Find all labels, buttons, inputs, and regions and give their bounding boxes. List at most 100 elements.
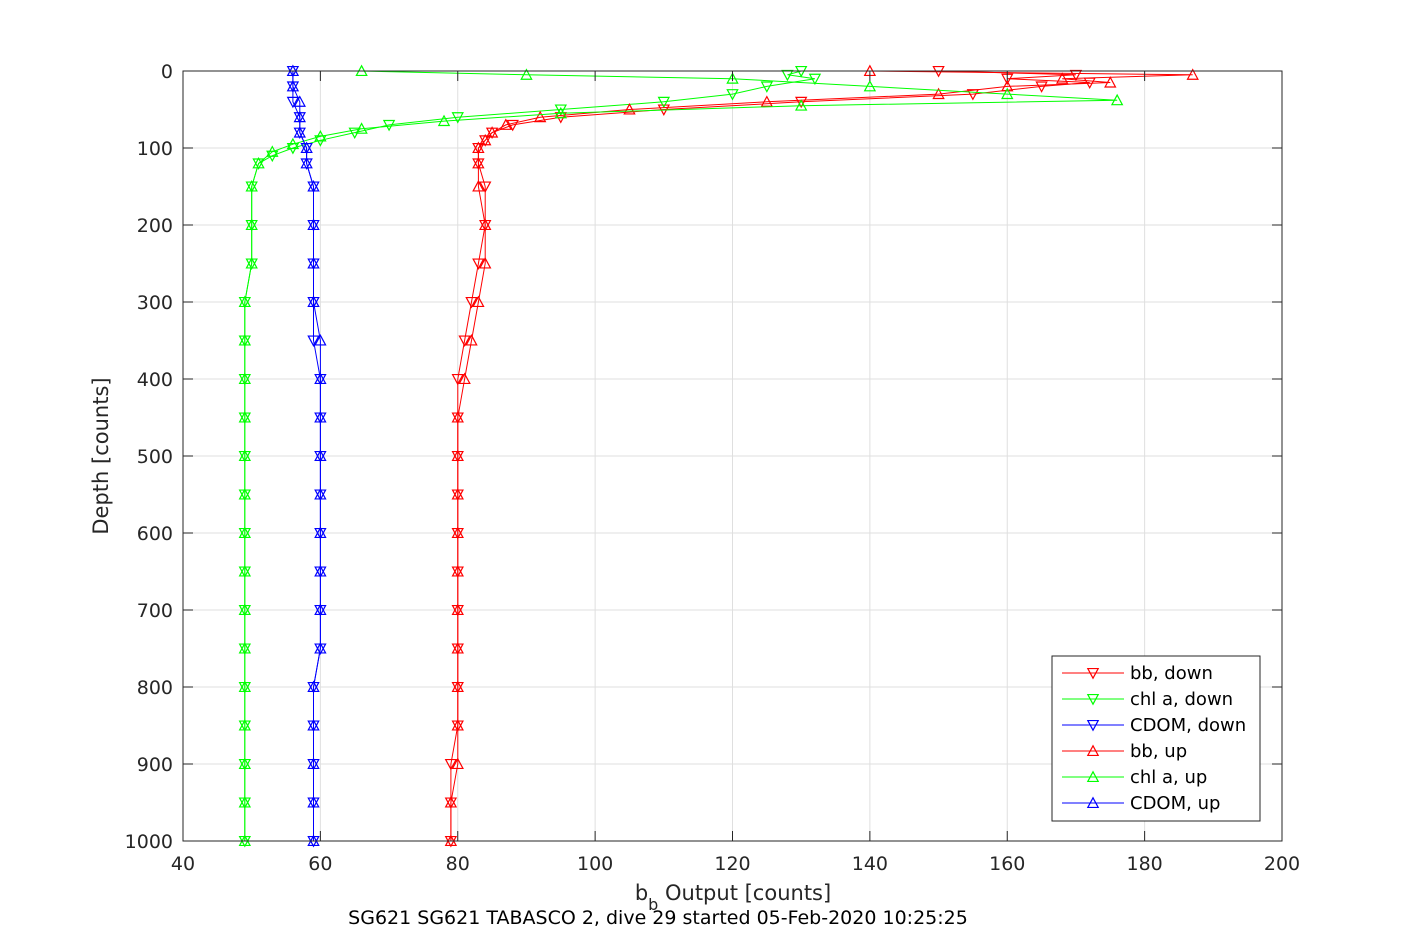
y-tick-label: 600: [137, 523, 173, 545]
series-cdom-up: [286, 64, 327, 847]
legend-item: CDOM, up: [1062, 793, 1220, 814]
data-point: [293, 95, 306, 107]
axis-ticks: 40 60 80 100 120 140 160 180 200 0 100 200 300 400 500…: [125, 61, 1300, 875]
data-point: [437, 114, 451, 127]
data-point: [238, 372, 252, 385]
data-point: [238, 719, 252, 731]
legend-box: [1051, 655, 1261, 822]
data-point: [238, 796, 252, 808]
data-point: [245, 218, 258, 231]
legend-label: CDOM, up: [1130, 793, 1220, 814]
data-point: [479, 257, 492, 269]
y-tick-label: 1000: [125, 831, 173, 853]
data-point: [554, 106, 567, 119]
x-axis-label: bb Output [counts]: [635, 881, 831, 914]
data-point: [252, 156, 265, 169]
legend-item: bb, up: [1062, 741, 1187, 762]
data-point: [307, 757, 320, 770]
legend-label: CDOM, down: [1130, 715, 1246, 736]
data-point: [472, 295, 485, 308]
data-point: [238, 411, 252, 423]
data-point: [966, 89, 980, 101]
y-tick-label: 0: [161, 61, 173, 83]
data-point: [314, 488, 327, 500]
data-point: [245, 180, 258, 192]
data-point: [238, 295, 252, 308]
data-point: [1001, 87, 1014, 100]
data-point: [554, 104, 567, 116]
legend-marker: [1086, 693, 1100, 706]
data-point: [451, 757, 464, 770]
data-point: [238, 603, 252, 616]
x-tick-label: 40: [171, 853, 195, 875]
data-point: [307, 335, 320, 347]
data-point: [794, 96, 808, 109]
data-point: [245, 257, 258, 269]
data-point: [472, 141, 485, 154]
data-point: [314, 449, 327, 462]
data-point: [314, 129, 327, 142]
data-point: [314, 642, 327, 654]
data-point: [533, 110, 547, 123]
data-point: [808, 73, 822, 86]
x-tick-label: 180: [1126, 853, 1162, 875]
data-point: [760, 81, 774, 93]
data-point: [238, 449, 252, 462]
y-tick-label: 700: [137, 600, 173, 622]
legend-marker: [1086, 770, 1100, 783]
data-point: [314, 565, 327, 577]
data-point: [451, 488, 464, 500]
data-point: [465, 296, 478, 309]
data-point: [314, 334, 327, 346]
data-point: [1001, 79, 1014, 92]
data-point: [300, 141, 313, 154]
data-point: [1069, 69, 1083, 82]
legend-label: chl a, up: [1130, 767, 1207, 788]
data-point: [293, 110, 306, 123]
data-point: [451, 642, 464, 654]
data-point: [238, 757, 252, 770]
x-tick-label: 100: [577, 853, 613, 875]
legend-item: CDOM, down: [1062, 715, 1246, 736]
data-point: [863, 79, 877, 92]
data-point: [307, 680, 320, 693]
data-point: [1104, 76, 1117, 88]
legend-marker: [1086, 719, 1100, 732]
data-point: [479, 218, 492, 231]
data-point: [286, 137, 300, 150]
data-point: [238, 680, 252, 693]
data-point: [794, 99, 808, 111]
data-point: [479, 133, 492, 146]
data-point: [726, 89, 739, 101]
data-point: [451, 411, 464, 423]
data-point: [451, 526, 464, 539]
data-point: [266, 145, 279, 157]
x-tick-label: 200: [1264, 853, 1300, 875]
legend-label: chl a, down: [1130, 689, 1233, 710]
data-point: [657, 96, 671, 109]
data-point: [238, 488, 252, 500]
legend-marker: [1086, 796, 1100, 809]
data-point: [451, 565, 464, 577]
data-point: [1186, 68, 1199, 80]
data-point: [314, 411, 327, 423]
y-tick-label: 300: [137, 292, 173, 314]
data-point: [307, 295, 320, 308]
y-tick-label: 100: [137, 138, 173, 160]
data-point: [472, 180, 485, 192]
legend-marker: [1086, 667, 1100, 680]
data-point: [1035, 81, 1048, 93]
data-point: [293, 126, 306, 138]
data-point: [451, 603, 464, 616]
data-point: [286, 79, 300, 92]
y-axis-label: Depth [counts]: [89, 377, 113, 534]
data-point: [506, 119, 519, 132]
data-point: [314, 526, 327, 539]
legend-item: chl a, up: [1062, 767, 1207, 788]
data-point: [1055, 72, 1069, 84]
data-point: [781, 69, 794, 82]
data-point: [623, 103, 636, 115]
x-tick-label: 80: [446, 853, 470, 875]
x-tick-label: 140: [852, 853, 888, 875]
